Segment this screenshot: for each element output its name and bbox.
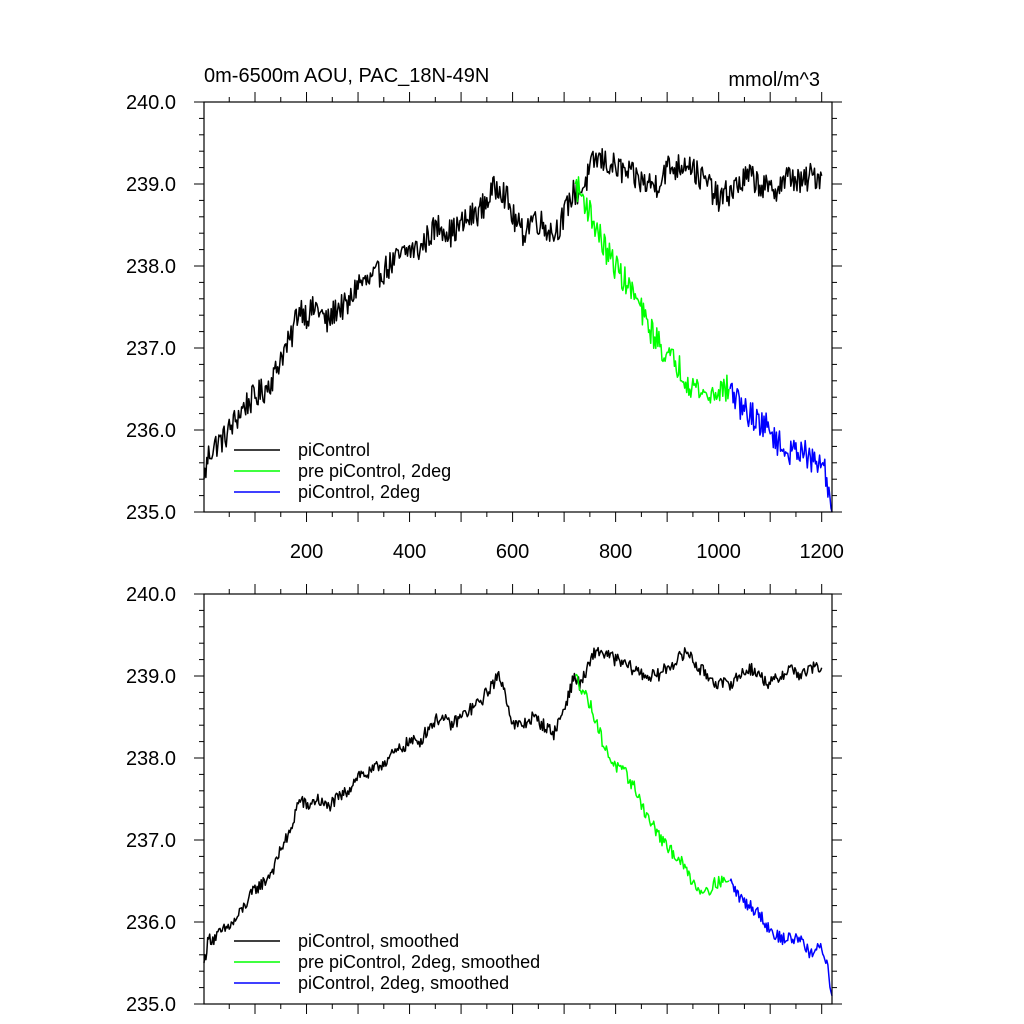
series-layer bbox=[203, 646, 833, 996]
x-tick-labels: 200 400 600 800 1000 1200 bbox=[290, 541, 844, 563]
x-tick-label: 1000 bbox=[696, 541, 741, 563]
y-tick-label: 238.0 bbox=[126, 256, 176, 278]
x-tick-label: 400 bbox=[393, 541, 426, 563]
y-tick-label: 237.0 bbox=[126, 830, 176, 852]
y-tick-labels: 235.0 236.0 237.0 238.0 239.0 240.0 bbox=[126, 584, 176, 1016]
series-layer bbox=[203, 148, 833, 513]
x-tick-label: 1200 bbox=[799, 541, 844, 563]
series-line-picontrol bbox=[203, 148, 823, 480]
y-tick-label: 240.0 bbox=[126, 584, 176, 606]
y-tick-label: 240.0 bbox=[126, 92, 176, 114]
y-tick-label: 239.0 bbox=[126, 174, 176, 196]
units-label: mmol/m^3 bbox=[728, 69, 820, 91]
y-tick-label: 239.0 bbox=[126, 666, 176, 688]
y-tick-label: 235.0 bbox=[126, 994, 176, 1016]
ticks-layer bbox=[194, 584, 842, 1014]
bottom-panel: 235.0 236.0 237.0 238.0 239.0 240.0 piControl… bbox=[126, 584, 842, 1016]
legend-label: piControl, smoothed bbox=[298, 931, 459, 951]
chart-title: 0m-6500m AOU, PAC_18N-49N bbox=[204, 65, 489, 87]
y-tick-labels: 235.0 236.0 237.0 238.0 239.0 240.0 bbox=[126, 92, 176, 524]
plot-frame bbox=[203, 101, 833, 513]
series-line-pre-picontrol-2deg bbox=[574, 176, 730, 404]
legend-label: piControl, 2deg, smoothed bbox=[298, 973, 509, 993]
x-tick-label: 600 bbox=[496, 541, 529, 563]
plot-frame bbox=[203, 593, 833, 1005]
series-line-pre-picontrol-2deg-smoothed bbox=[574, 673, 730, 896]
legend-label: pre piControl, 2deg bbox=[298, 461, 451, 481]
y-tick-label: 236.0 bbox=[126, 912, 176, 934]
y-tick-label: 236.0 bbox=[126, 420, 176, 442]
series-line-picontrol-2deg-smoothed bbox=[729, 878, 833, 996]
series-line-picontrol-smoothed bbox=[203, 646, 823, 964]
y-tick-label: 235.0 bbox=[126, 502, 176, 524]
ticks-layer bbox=[194, 92, 842, 522]
series-line-picontrol-2deg bbox=[729, 382, 833, 513]
legend-label: pre piControl, 2deg, smoothed bbox=[298, 952, 540, 972]
top-panel: 0m-6500m AOU, PAC_18N-49N mmol/m^3 235.0… bbox=[126, 65, 844, 563]
legend-label: piControl bbox=[298, 440, 370, 460]
y-tick-label: 237.0 bbox=[126, 338, 176, 360]
x-tick-label: 800 bbox=[599, 541, 632, 563]
legend-label: piControl, 2deg bbox=[298, 482, 420, 502]
x-tick-label: 200 bbox=[290, 541, 323, 563]
y-tick-label: 238.0 bbox=[126, 748, 176, 770]
